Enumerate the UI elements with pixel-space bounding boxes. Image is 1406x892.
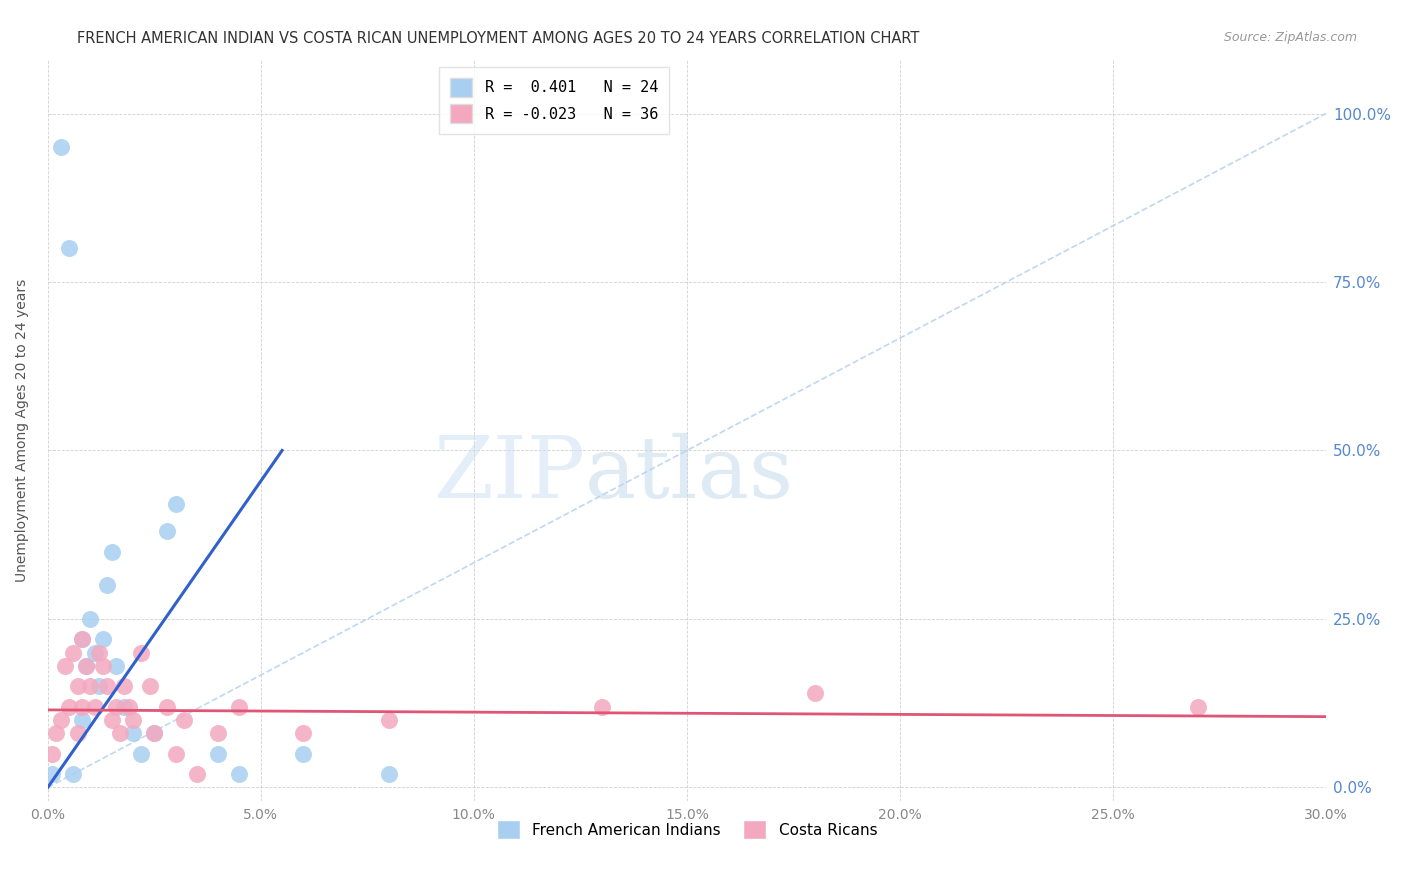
- Point: [207, 747, 229, 761]
- Point: [41, 747, 63, 761]
- Point: [66, 679, 89, 693]
- Point: [41, 767, 63, 781]
- Point: [58, 241, 80, 255]
- Point: [83, 646, 105, 660]
- Point: [49, 713, 72, 727]
- Point: [87, 679, 110, 693]
- Point: [591, 699, 613, 714]
- Text: FRENCH AMERICAN INDIAN VS COSTA RICAN UNEMPLOYMENT AMONG AGES 20 TO 24 YEARS COR: FRENCH AMERICAN INDIAN VS COSTA RICAN UN…: [77, 31, 920, 46]
- Point: [377, 713, 399, 727]
- Point: [96, 679, 118, 693]
- Point: [131, 747, 153, 761]
- Point: [207, 726, 229, 740]
- Text: Source: ZipAtlas.com: Source: ZipAtlas.com: [1223, 31, 1357, 45]
- Point: [66, 726, 89, 740]
- Point: [143, 726, 166, 740]
- Point: [91, 659, 114, 673]
- Point: [49, 140, 72, 154]
- Point: [186, 767, 208, 781]
- Point: [62, 767, 84, 781]
- Point: [292, 726, 315, 740]
- Text: ZIP: ZIP: [433, 434, 585, 516]
- Point: [143, 726, 166, 740]
- Point: [45, 726, 67, 740]
- Point: [58, 699, 80, 714]
- Y-axis label: Unemployment Among Ages 20 to 24 years: Unemployment Among Ages 20 to 24 years: [15, 278, 30, 582]
- Point: [70, 632, 93, 647]
- Point: [53, 659, 76, 673]
- Point: [83, 699, 105, 714]
- Point: [1187, 699, 1209, 714]
- Point: [228, 767, 250, 781]
- Point: [87, 646, 110, 660]
- Point: [114, 699, 136, 714]
- Point: [75, 659, 97, 673]
- Point: [292, 747, 315, 761]
- Point: [100, 713, 122, 727]
- Point: [131, 646, 153, 660]
- Point: [79, 612, 101, 626]
- Point: [156, 699, 179, 714]
- Text: atlas: atlas: [585, 434, 794, 516]
- Point: [70, 699, 93, 714]
- Point: [156, 524, 179, 539]
- Point: [62, 646, 84, 660]
- Point: [122, 713, 145, 727]
- Point: [108, 726, 131, 740]
- Legend: French American Indians, Costa Ricans: French American Indians, Costa Ricans: [491, 814, 883, 845]
- Point: [70, 713, 93, 727]
- Point: [377, 767, 399, 781]
- Point: [104, 699, 127, 714]
- Point: [100, 544, 122, 558]
- Point: [122, 726, 145, 740]
- Point: [104, 659, 127, 673]
- Point: [165, 747, 187, 761]
- Point: [118, 699, 141, 714]
- Point: [75, 659, 97, 673]
- Point: [228, 699, 250, 714]
- Point: [91, 632, 114, 647]
- Point: [803, 686, 825, 700]
- Point: [96, 578, 118, 592]
- Point: [70, 632, 93, 647]
- Point: [114, 679, 136, 693]
- Point: [139, 679, 162, 693]
- Point: [165, 497, 187, 511]
- Point: [79, 679, 101, 693]
- Point: [173, 713, 195, 727]
